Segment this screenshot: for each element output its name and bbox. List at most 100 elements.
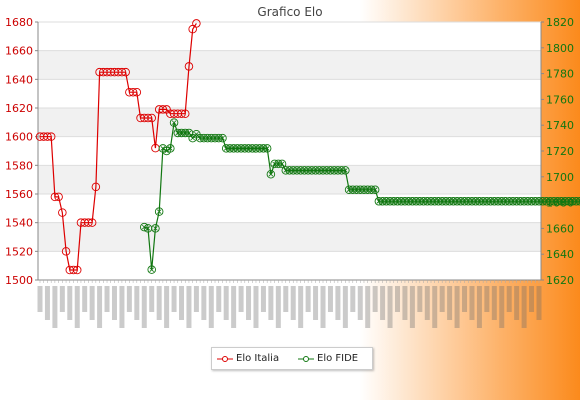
x-tick-label-smudge bbox=[484, 286, 490, 312]
x-tick-label-smudge bbox=[424, 286, 430, 320]
x-tick-label-smudge bbox=[380, 286, 386, 320]
x-tick-label-smudge bbox=[253, 286, 259, 328]
x-tick-label-smudge bbox=[514, 286, 520, 320]
y-left-tick-label: 1620 bbox=[5, 102, 33, 115]
x-tick-label-smudge bbox=[104, 286, 110, 312]
y-left-tick-label: 1680 bbox=[5, 16, 33, 29]
data-point-elo-fide bbox=[277, 159, 287, 169]
x-tick-label-smudge bbox=[499, 286, 505, 328]
data-point-mark-elo-fide bbox=[164, 148, 169, 154]
data-point-elo-fide bbox=[370, 185, 380, 194]
x-tick-label-smudge bbox=[290, 286, 296, 320]
x-tick-label-smudge bbox=[74, 286, 80, 328]
data-point-mark-elo-fide bbox=[186, 130, 192, 136]
y-left-tick-label: 1600 bbox=[5, 131, 33, 144]
data-point-mark-elo-fide bbox=[153, 226, 158, 231]
data-point-elo-italia bbox=[143, 113, 153, 123]
data-point-mark-elo-fide bbox=[168, 146, 173, 151]
x-tick-label-smudge bbox=[97, 286, 103, 328]
y-right-tick-label: 1660 bbox=[546, 222, 574, 235]
data-point-elo-italia bbox=[132, 87, 142, 97]
data-point-elo-italia bbox=[147, 113, 156, 123]
data-point-mark-elo-fide bbox=[145, 226, 151, 231]
y-right-tick-label: 1820 bbox=[546, 16, 574, 29]
grid-band bbox=[38, 222, 541, 252]
x-tick-label-smudge bbox=[469, 286, 475, 320]
x-tick-label-smudge bbox=[44, 286, 50, 320]
data-point-elo-italia bbox=[58, 208, 67, 217]
x-tick-label-smudge bbox=[156, 286, 162, 320]
y-left-tick-label: 1520 bbox=[5, 245, 33, 258]
x-tick-label-smudge bbox=[223, 286, 229, 320]
data-point-mark-elo-fide bbox=[156, 209, 162, 214]
x-tick-label-smudge bbox=[402, 286, 408, 320]
data-point-elo-italia bbox=[46, 132, 56, 141]
data-point-elo-fide bbox=[266, 169, 276, 179]
data-point-mark-elo-fide bbox=[372, 187, 378, 192]
data-point-elo-italia bbox=[69, 265, 78, 275]
x-tick-label-smudge bbox=[394, 286, 400, 312]
x-tick-label-smudge bbox=[372, 286, 378, 312]
y-left-tick-label: 1500 bbox=[5, 274, 33, 287]
data-point-elo-fide bbox=[571, 197, 580, 206]
legend-label-elo-italia: Elo Italia bbox=[236, 353, 280, 364]
x-tick-label-smudge bbox=[193, 286, 199, 312]
x-tick-label-smudge bbox=[37, 286, 43, 312]
x-tick-label-smudge bbox=[491, 286, 497, 320]
data-point-elo-fide bbox=[341, 166, 350, 175]
y-right-tick-label: 1760 bbox=[546, 93, 574, 106]
x-tick-label-smudge bbox=[149, 286, 155, 312]
data-point-mark-elo-fide bbox=[194, 131, 199, 137]
x-tick-label-smudge bbox=[67, 286, 73, 320]
data-point-mark-elo-fide bbox=[190, 135, 195, 141]
data-point-elo-fide bbox=[218, 133, 227, 143]
x-tick-label-smudge bbox=[462, 286, 468, 312]
x-tick-label-smudge bbox=[305, 286, 311, 312]
data-point-elo-fide bbox=[262, 144, 272, 153]
y-right-tick-label: 1720 bbox=[546, 145, 574, 158]
data-point-elo-italia bbox=[61, 247, 71, 256]
x-tick-label-smudge bbox=[439, 286, 445, 312]
data-point-mark-elo-fide bbox=[279, 161, 285, 167]
x-tick-label-smudge bbox=[447, 286, 453, 320]
legend-item-elo-italia: Elo Italia bbox=[217, 352, 279, 365]
data-point-elo-fide bbox=[151, 224, 160, 233]
x-tick-label-smudge bbox=[357, 286, 363, 320]
x-tick-label-smudge bbox=[111, 286, 117, 320]
data-point-elo-fide bbox=[154, 207, 164, 216]
x-tick-label-smudge bbox=[231, 286, 237, 328]
x-tick-label-smudge bbox=[216, 286, 222, 312]
x-tick-label-smudge bbox=[238, 286, 244, 312]
legend-item-elo-fide: Elo FIDE bbox=[298, 352, 358, 365]
data-point-elo-italia bbox=[54, 192, 63, 202]
x-tick-label-smudge bbox=[134, 286, 140, 320]
data-point-elo-fide bbox=[169, 118, 179, 127]
x-tick-label-smudge bbox=[350, 286, 356, 312]
elo-fide-legend-marker bbox=[298, 355, 314, 362]
x-tick-label-smudge bbox=[82, 286, 88, 312]
data-point-mark-elo-fide bbox=[149, 267, 154, 272]
y-left-tick-label: 1560 bbox=[5, 188, 33, 201]
data-point-elo-italia bbox=[84, 218, 93, 227]
data-point-elo-italia bbox=[117, 67, 127, 77]
y-left-tick-label: 1660 bbox=[5, 45, 33, 58]
y-right-tick-label: 1780 bbox=[546, 68, 574, 81]
data-point-elo-italia bbox=[43, 132, 52, 141]
x-tick-label-smudge bbox=[313, 286, 319, 320]
legend-label-elo-fide: Elo FIDE bbox=[317, 353, 359, 364]
data-point-elo-italia bbox=[180, 109, 190, 118]
series-line-elo-fide bbox=[144, 122, 580, 270]
x-tick-label-smudge bbox=[387, 286, 393, 328]
y-right-tick-label: 1800 bbox=[546, 42, 574, 55]
grid-band bbox=[38, 108, 541, 137]
x-tick-label-smudge bbox=[141, 286, 147, 328]
x-tick-label-smudge bbox=[208, 286, 214, 328]
x-tick-label-smudge bbox=[320, 286, 326, 328]
x-tick-label-smudge bbox=[59, 286, 65, 312]
x-tick-label-smudge bbox=[260, 286, 266, 312]
x-tick-label-smudge bbox=[342, 286, 348, 328]
data-point-elo-italia bbox=[72, 265, 82, 275]
data-point-elo-italia bbox=[50, 192, 60, 202]
data-point-mark-elo-fide bbox=[220, 135, 225, 141]
